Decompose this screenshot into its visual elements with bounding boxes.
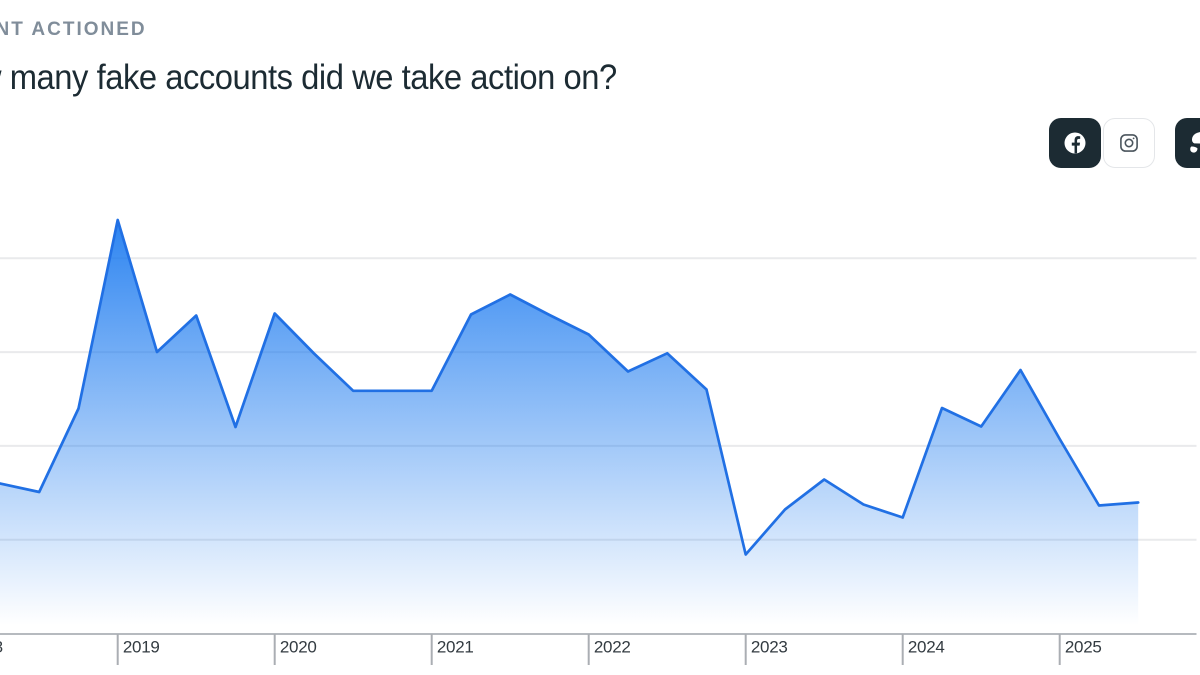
svg-text:2018: 2018 xyxy=(0,638,3,657)
svg-text:2022: 2022 xyxy=(594,638,631,657)
svg-text:2023: 2023 xyxy=(751,638,788,657)
svg-text:2021: 2021 xyxy=(437,638,474,657)
svg-text:2025: 2025 xyxy=(1065,638,1102,657)
svg-text:2020: 2020 xyxy=(280,638,317,657)
svg-text:2019: 2019 xyxy=(123,638,160,657)
svg-text:2024: 2024 xyxy=(908,638,945,657)
